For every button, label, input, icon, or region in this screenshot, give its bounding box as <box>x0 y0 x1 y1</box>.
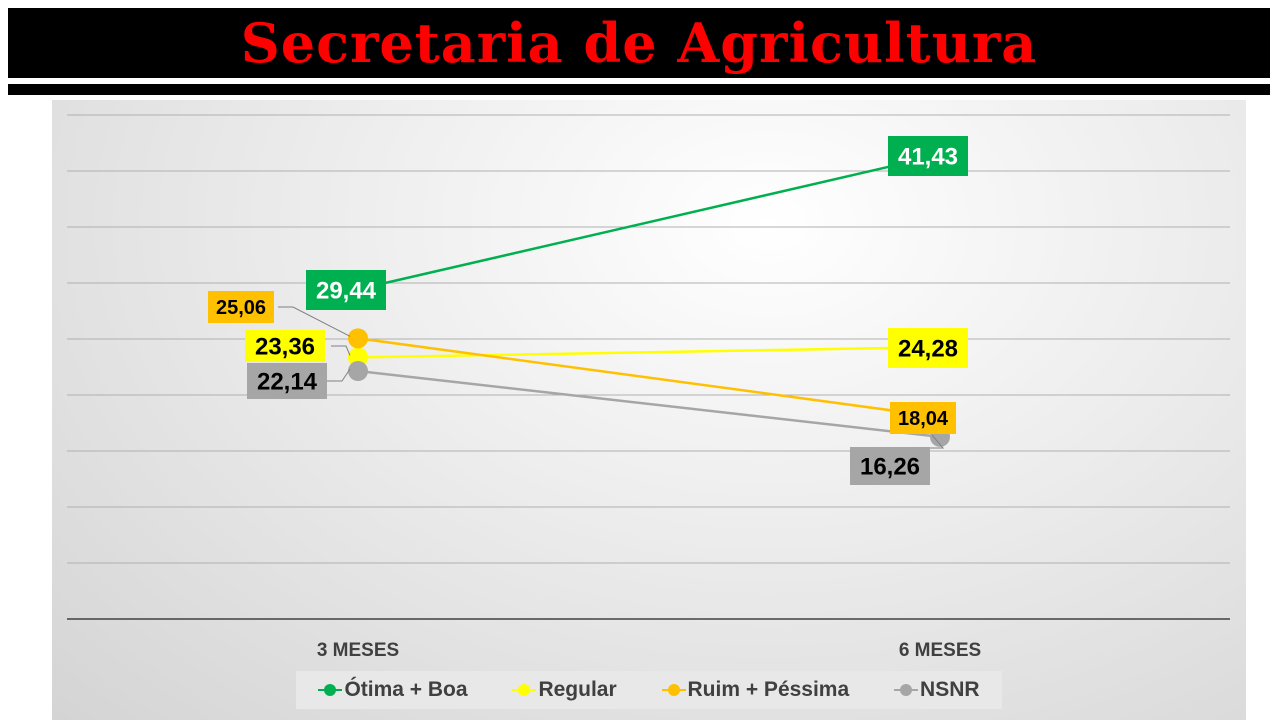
data-label: 22,14 <box>257 369 318 396</box>
chart-area: 3 MESES 6 MESES 29,44 41,43 23,36 24,28 25,06 1… <box>52 100 1246 720</box>
legend-marker-icon <box>512 683 537 697</box>
legend-item: Regular <box>512 678 617 702</box>
data-label-box <box>306 270 386 310</box>
legend-item: Ruim + Péssima <box>661 678 850 702</box>
legend-label: Ótima + Boa <box>344 678 468 701</box>
series-line <box>357 153 941 291</box>
leader-line <box>278 306 351 337</box>
legend-marker-icon <box>894 683 919 697</box>
data-label: 41,43 <box>898 144 958 171</box>
data-label: 18,04 <box>898 408 949 430</box>
legend-label: NSNR <box>920 678 980 701</box>
data-point <box>348 328 368 349</box>
legend-label: Regular <box>538 678 617 701</box>
leader-line <box>331 345 351 356</box>
legend-marker-icon <box>661 683 686 697</box>
data-label-box <box>890 402 956 434</box>
data-label-box <box>245 330 325 362</box>
page-title: Secretaria de Agricultura <box>240 11 1038 75</box>
data-point <box>348 361 368 382</box>
legend-item: NSNR <box>894 678 980 702</box>
data-label: 24,28 <box>898 336 958 363</box>
line-chart: 3 MESES 6 MESES 29,44 41,43 23,36 24,28 25,06 1… <box>67 114 1230 661</box>
leader-line <box>327 368 351 382</box>
data-label-box <box>888 328 968 368</box>
data-label-box <box>888 136 968 176</box>
data-point <box>348 347 368 368</box>
data-label: 16,26 <box>860 454 920 481</box>
data-label: 23,36 <box>255 334 315 361</box>
data-label-box <box>247 363 327 399</box>
series-line <box>357 369 941 439</box>
data-label-box <box>208 291 274 323</box>
legend-marker-icon <box>318 683 343 697</box>
leader-line <box>928 434 945 449</box>
data-label-box <box>850 447 930 485</box>
x-tick-label: 6 MESES <box>899 640 981 661</box>
series-line <box>357 345 941 359</box>
title-bar: Secretaria de Agricultura <box>8 8 1270 78</box>
data-label: 29,44 <box>316 278 377 305</box>
series-line <box>357 337 941 419</box>
divider <box>8 84 1270 95</box>
x-tick-label: 3 MESES <box>317 640 399 661</box>
data-label: 25,06 <box>216 297 266 319</box>
legend: Ótima + Boa Regular Ruim + Péssima NSNR <box>296 671 1002 709</box>
legend-item: Ótima + Boa <box>318 678 468 702</box>
legend-label: Ruim + Péssima <box>687 678 850 701</box>
